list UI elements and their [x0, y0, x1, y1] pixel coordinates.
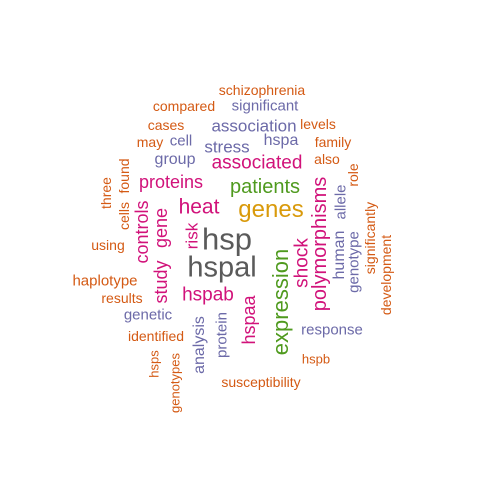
- word-susceptibility: susceptibility: [221, 374, 301, 390]
- word-found: found: [116, 158, 132, 194]
- word-shock: shock: [291, 238, 313, 288]
- word-hspb: hspb: [301, 351, 331, 367]
- word-cell: cell: [169, 132, 193, 150]
- word-cases: cases: [147, 117, 185, 133]
- word-analysis: analysis: [191, 316, 208, 374]
- word-hspa: hspa: [263, 132, 299, 149]
- word-risk: risk: [182, 222, 202, 250]
- word-study: study: [151, 260, 171, 304]
- word-hspab: hspab: [182, 284, 234, 306]
- word-three: three: [98, 177, 114, 209]
- word-role: role: [345, 163, 361, 187]
- word-gene: gene: [151, 207, 171, 249]
- word-cells: cells: [116, 201, 132, 231]
- word-schizophrenia: schizophrenia: [218, 82, 306, 98]
- word-response: response: [301, 321, 363, 339]
- word-hsp: hsp: [202, 221, 252, 257]
- word-genotype: genotype: [345, 231, 363, 293]
- word-protein: protein: [213, 312, 231, 358]
- word-may: may: [136, 134, 164, 150]
- word-patients: patients: [229, 176, 301, 198]
- word-group: group: [154, 151, 196, 168]
- word-proteins: proteins: [138, 172, 204, 192]
- word-results: results: [101, 290, 143, 306]
- word-using: using: [91, 237, 125, 253]
- word-polymorphisms: polymorphisms: [309, 176, 331, 312]
- word-heat: heat: [178, 195, 220, 219]
- word-also: also: [314, 151, 340, 167]
- word-genotypes: genotypes: [167, 353, 183, 413]
- word-association: association: [211, 116, 297, 136]
- word-genes: genes: [238, 196, 304, 223]
- word-associated: associated: [211, 152, 303, 174]
- word-compared: compared: [152, 98, 216, 114]
- word-allele: allele: [332, 184, 350, 220]
- word-genetic: genetic: [123, 306, 173, 324]
- word-significant: significant: [231, 97, 299, 115]
- word-development: development: [378, 234, 394, 316]
- word-hsps: hsps: [146, 350, 162, 378]
- word-controls: controls: [132, 200, 152, 264]
- word-stress: stress: [204, 137, 250, 157]
- word-expression: expression: [268, 248, 293, 356]
- word-levels: levels: [300, 116, 336, 132]
- word-identified: identified: [127, 328, 185, 344]
- word-haplotype: haplotype: [72, 272, 138, 290]
- word-hspaa: hspaa: [239, 295, 259, 345]
- word-hspal: hspal: [187, 251, 257, 284]
- word-significantly: significantly: [362, 201, 378, 275]
- word-family: family: [314, 134, 352, 150]
